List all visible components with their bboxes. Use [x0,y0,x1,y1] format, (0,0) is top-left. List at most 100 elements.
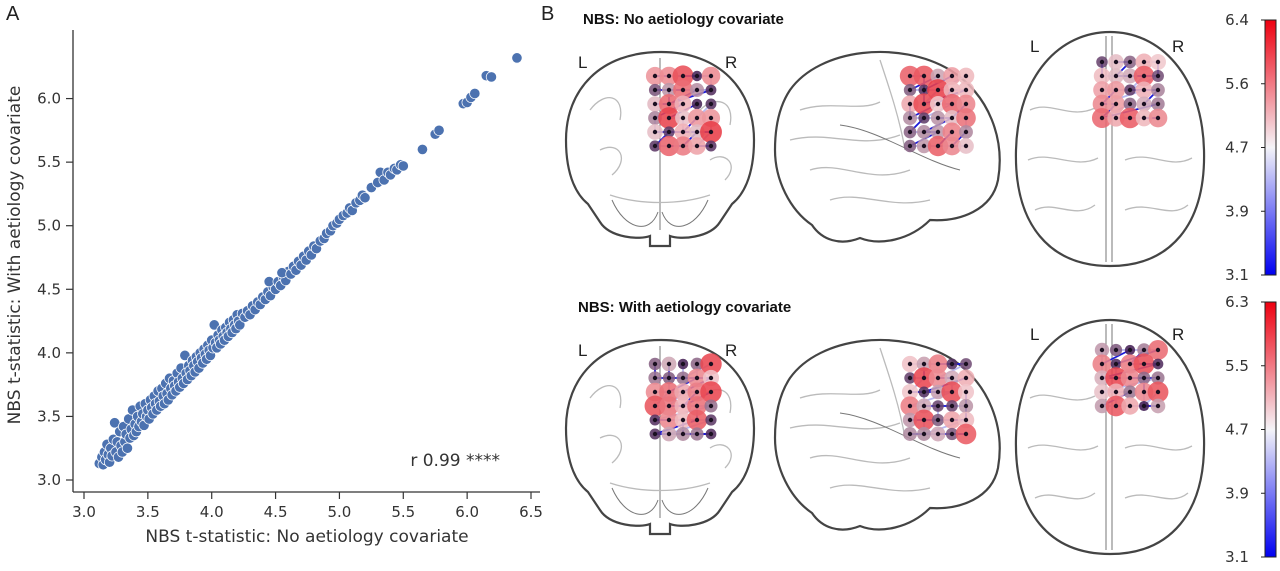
network-node-center [907,361,913,367]
network-node-center [963,73,969,79]
network-node-center [949,403,955,409]
colorbar-gradient [1264,19,1277,276]
network-node-center [963,87,969,93]
network-nodes [644,353,722,442]
sagittal-view [773,50,1001,243]
network-node-center [694,87,700,93]
network-node-center [1113,375,1119,381]
network-node-center [1155,361,1161,367]
network-node-center [708,115,714,121]
network-node-center [1141,59,1147,65]
network-node-center [1113,101,1119,107]
network-node-center [680,87,686,93]
sagittal-fissure [839,412,961,459]
coronal-right-label: R [725,341,737,360]
network-node-center [1155,375,1161,381]
y-tick-label: 5.0 [37,217,61,235]
sagittal-fissure [839,124,961,171]
scatter-point [208,319,220,331]
network-node-center [949,87,955,93]
network-node-center [1155,389,1161,395]
network-node-center [949,129,955,135]
x-tick-label: 5.0 [327,503,351,521]
network-node-center [1141,375,1147,381]
network-node-center [1141,389,1147,395]
panel-letter-a: A [6,3,20,25]
y-tick-label: 3.0 [37,471,61,489]
network-node-center [963,417,969,423]
coronal-cerebellum [611,199,709,227]
network-node-center [1155,87,1161,93]
network-node-center [1127,73,1133,79]
coronal-sulci [589,385,732,492]
network-node-center [680,417,686,423]
scatter-point [416,143,428,155]
network-node-center [708,389,714,395]
sagittal-outline [773,50,1001,243]
network-node-center [1099,87,1105,93]
network-node-center [907,143,913,149]
brain-row-no-covariate: NBS: No aetiology covariate L RL R [564,11,1206,268]
network-node-center [963,375,969,381]
axial-left-label: L [1030,325,1039,344]
network-node-center [921,375,927,381]
network-node-center [1127,389,1133,395]
y-tick-label: 4.5 [37,280,61,298]
axial-outline [1014,30,1206,268]
network-node-center [694,129,700,135]
network-node-center [1127,59,1133,65]
network-node-center [666,431,672,437]
network-node-center [694,143,700,149]
scatter-point [511,52,523,64]
x-tick-label: 5.5 [391,503,415,521]
network-node-center [680,129,686,135]
network-node-center [1141,101,1147,107]
axial-right-label: R [1172,37,1184,56]
axial-left-label: L [1030,37,1039,56]
network-node-center [666,375,672,381]
network-node-center [666,73,672,79]
network-node-center [935,143,941,149]
colorbar-tick-label: 6.3 [1225,293,1249,311]
network-node-center [666,129,672,135]
x-tick-label: 4.0 [200,503,224,521]
correlation-annotation: r 0.99 **** [410,451,500,471]
scatter-point [234,319,246,331]
network-nodes [1091,53,1168,129]
network-node-center [1127,361,1133,367]
network-node-center [708,73,714,79]
scatter-point [433,124,445,136]
network-node-center [907,375,913,381]
network-node-center [1155,347,1161,353]
y-tick-label: 4.0 [37,344,61,362]
network-node-center [1099,73,1105,79]
network-node-center [652,375,658,381]
axial-outline [1014,318,1206,556]
network-node-center [949,73,955,79]
network-node-center [921,389,927,395]
network-node-center [1127,375,1133,381]
network-node-center [1099,403,1105,409]
network-node-center [1141,87,1147,93]
network-nodes [1092,340,1169,417]
coronal-cerebellum [611,487,709,515]
x-tick-label: 6.5 [519,503,543,521]
x-tick-label: 3.0 [72,503,96,521]
network-node-center [652,87,658,93]
network-node-center [1099,361,1105,367]
network-node-center [907,389,913,395]
network-node-center [708,375,714,381]
network-node-center [935,361,941,367]
colorbar-tick-label: 4.7 [1225,421,1249,439]
network-node-center [963,129,969,135]
scatter-point [469,87,481,100]
network-node-center [680,403,686,409]
scatter-plot: 3.0 3.5 4.0 4.5 5.0 5.5 6.0 6.5 3.0 3.5 4.0 4.5 5.0… [5,30,543,547]
network-node-center [921,403,927,409]
network-node-center [666,389,672,395]
network-node-center [708,431,714,437]
network-node-center [907,73,913,79]
network-node-center [949,115,955,121]
